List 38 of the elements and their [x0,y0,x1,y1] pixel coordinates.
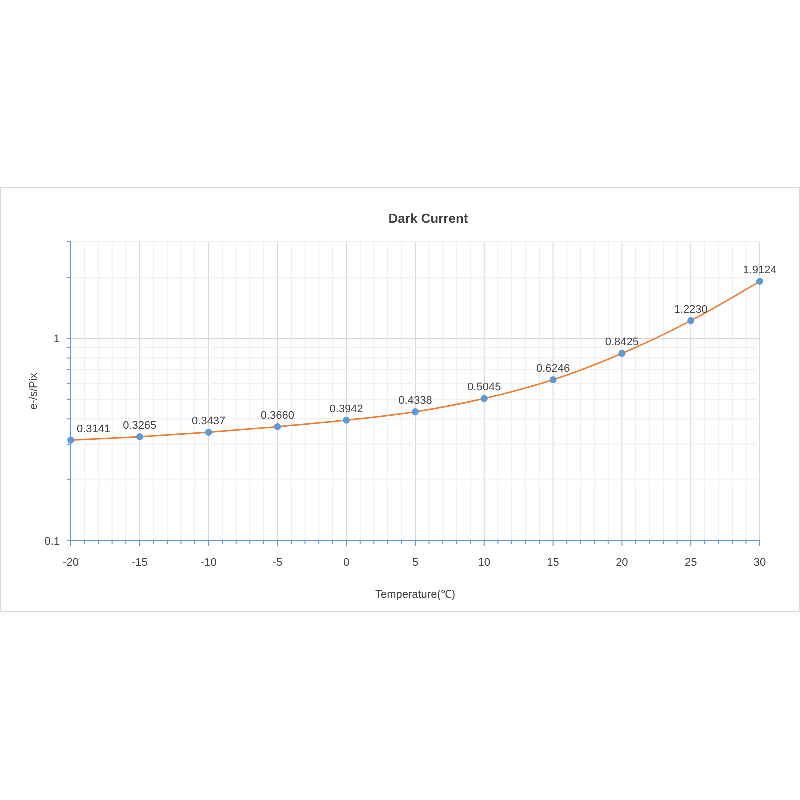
point [756,278,764,286]
point [480,395,488,402]
x-tick-label: -5 [272,557,283,569]
x-tick-label: 15 [547,557,560,569]
data-label: 0.3141 [77,423,111,436]
data-label: 0.6246 [536,362,570,375]
x-tick-label: 0 [344,557,350,569]
data-label: 0.3265 [123,420,157,432]
chart-title: Dark Current [388,211,469,226]
point [412,408,419,416]
point [205,428,212,436]
y-axis-title: e-/s/Pix [28,372,40,410]
x-tick-label: 5 [412,557,419,569]
data-label: 0.4338 [398,395,432,407]
y-tick-label: 1 [54,334,60,346]
x-tick-label: 20 [616,557,628,569]
x-tick-label: 30 [754,557,766,569]
data-label: 0.3942 [330,403,364,416]
point [274,423,282,430]
data-label: 1.9124 [743,264,777,277]
x-tick-label: 25 [684,557,698,569]
point [343,416,350,424]
x-tick-label: -10 [200,557,217,569]
point [550,376,557,384]
data-label: 0.5045 [468,382,502,394]
x-axis-title: Temperature(℃) [375,589,456,601]
y-tick-label: 0.1 [44,536,60,548]
point [618,350,626,358]
point [68,436,74,444]
point [688,317,695,324]
data-label: 0.3437 [192,415,226,428]
x-tick-label: 10 [478,557,491,569]
point [136,433,144,440]
data-label: 0.3660 [260,410,295,422]
data-label: 1.2230 [674,304,708,316]
x-tick-label: -15 [132,557,148,569]
data-label: 0.8425 [605,336,640,349]
x-tick-label: -20 [63,557,79,569]
